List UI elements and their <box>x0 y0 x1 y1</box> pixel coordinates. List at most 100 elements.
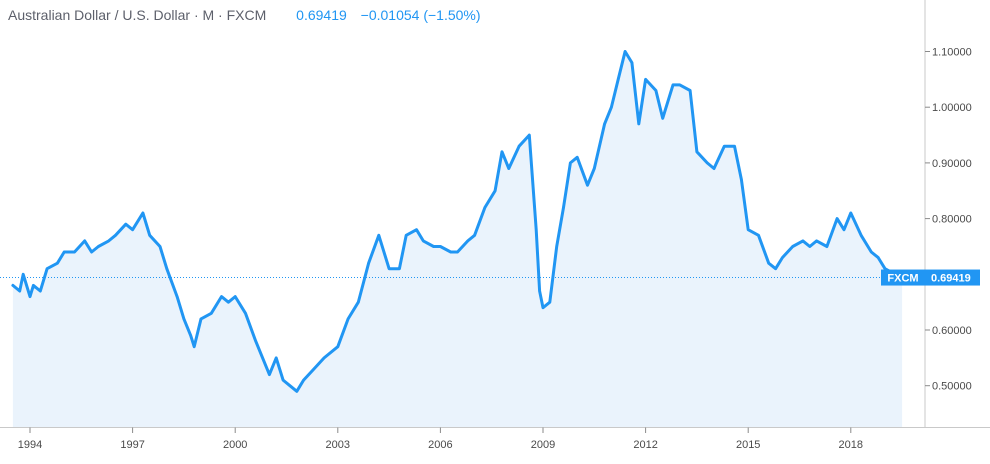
data-point <box>835 217 839 220</box>
data-point <box>244 312 247 315</box>
data-point <box>18 289 21 293</box>
data-point <box>688 89 692 92</box>
y-tick-label: 0.80000 <box>932 214 972 226</box>
data-point <box>398 267 401 270</box>
price-change: −0.01054 (−1.50%) <box>360 7 481 23</box>
y-axis[interactable]: 0.50000 0.60000 0.80000 0.90000 1.00000 1.100… <box>925 47 972 393</box>
data-point <box>97 245 100 248</box>
data-point <box>859 234 863 237</box>
data-point <box>322 356 326 360</box>
data-point <box>295 390 298 393</box>
data-point <box>281 378 285 382</box>
data-point <box>678 83 681 87</box>
data-point <box>199 317 203 321</box>
data-point <box>538 289 541 293</box>
data-point <box>654 89 658 92</box>
price-tag-box <box>925 269 980 286</box>
data-point <box>801 239 805 243</box>
data-point <box>671 83 675 87</box>
data-point <box>254 339 257 343</box>
data-point <box>182 317 186 321</box>
data-point <box>483 206 487 209</box>
data-point <box>808 245 811 248</box>
data-point <box>227 301 230 304</box>
x-tick-label: 2015 <box>736 439 760 451</box>
last-price: 0.69419 <box>296 7 347 23</box>
data-point <box>623 50 627 53</box>
data-point <box>493 189 497 192</box>
axes-layer <box>0 0 990 428</box>
x-axis[interactable]: 1994 1997 2000 2003 2006 2009 2012 2015 2018 <box>18 427 863 452</box>
data-point <box>637 122 640 126</box>
x-tick-label: 2009 <box>531 439 555 451</box>
area-layer <box>12 51 903 427</box>
data-point <box>346 317 350 321</box>
data-point <box>32 284 35 287</box>
data-point <box>791 245 794 248</box>
y-tick-label: 1.10000 <box>932 47 972 59</box>
data-point <box>603 122 606 126</box>
data-point <box>740 178 743 181</box>
data-point <box>500 150 504 153</box>
data-point <box>610 106 613 109</box>
data-point <box>22 273 25 276</box>
y-tick-label: 1.00000 <box>932 102 972 114</box>
price-line <box>11 50 904 393</box>
y-tick-label: 0.90000 <box>932 158 972 170</box>
price-tag-value: 0.69419 <box>931 273 971 285</box>
data-point <box>432 245 435 248</box>
data-point <box>288 384 292 387</box>
data-point <box>747 228 750 231</box>
x-tick-label: 2000 <box>223 439 247 451</box>
data-point <box>473 234 476 237</box>
data-point <box>73 250 76 254</box>
data-point <box>114 234 117 237</box>
data-point <box>28 295 32 298</box>
source-tag <box>881 269 925 286</box>
data-point <box>90 250 93 254</box>
data-point <box>367 262 370 265</box>
price-area <box>12 51 903 427</box>
data-point <box>336 345 339 348</box>
data-point <box>449 250 452 254</box>
y-tick-label: 0.50000 <box>932 381 972 393</box>
data-point <box>165 267 168 270</box>
data-point <box>849 211 852 215</box>
data-point <box>661 117 664 120</box>
data-point <box>45 267 49 270</box>
data-point <box>774 267 777 270</box>
data-point <box>189 334 192 337</box>
x-tick-label: 2012 <box>633 439 657 451</box>
x-tick-label: 2018 <box>839 439 863 451</box>
data-point <box>723 145 726 148</box>
data-point <box>695 150 699 153</box>
data-point <box>234 295 237 298</box>
line-layer <box>0 50 904 393</box>
symbol-title: Australian Dollar / U.S. Dollar · M · FX… <box>8 7 267 23</box>
data-point <box>541 306 545 309</box>
data-point <box>131 228 134 231</box>
data-point <box>507 167 510 170</box>
data-point <box>555 245 558 248</box>
data-point <box>141 211 145 215</box>
price-tag: FXCM 0.69419 <box>881 269 980 286</box>
data-point <box>377 234 380 237</box>
data-point <box>576 156 579 159</box>
data-point <box>83 239 86 243</box>
data-point <box>261 356 264 360</box>
data-point <box>586 184 589 187</box>
data-point <box>535 228 538 231</box>
data-point <box>562 206 565 209</box>
data-point <box>877 256 880 259</box>
data-point <box>62 250 66 254</box>
data-point <box>268 373 271 376</box>
y-tick-label: 0.60000 <box>932 325 972 337</box>
data-point <box>733 145 736 148</box>
data-point <box>815 239 818 243</box>
data-point <box>781 256 784 259</box>
data-point <box>124 223 128 226</box>
data-point <box>757 234 760 237</box>
x-tick-label: 2003 <box>326 439 350 451</box>
data-point <box>439 245 442 248</box>
